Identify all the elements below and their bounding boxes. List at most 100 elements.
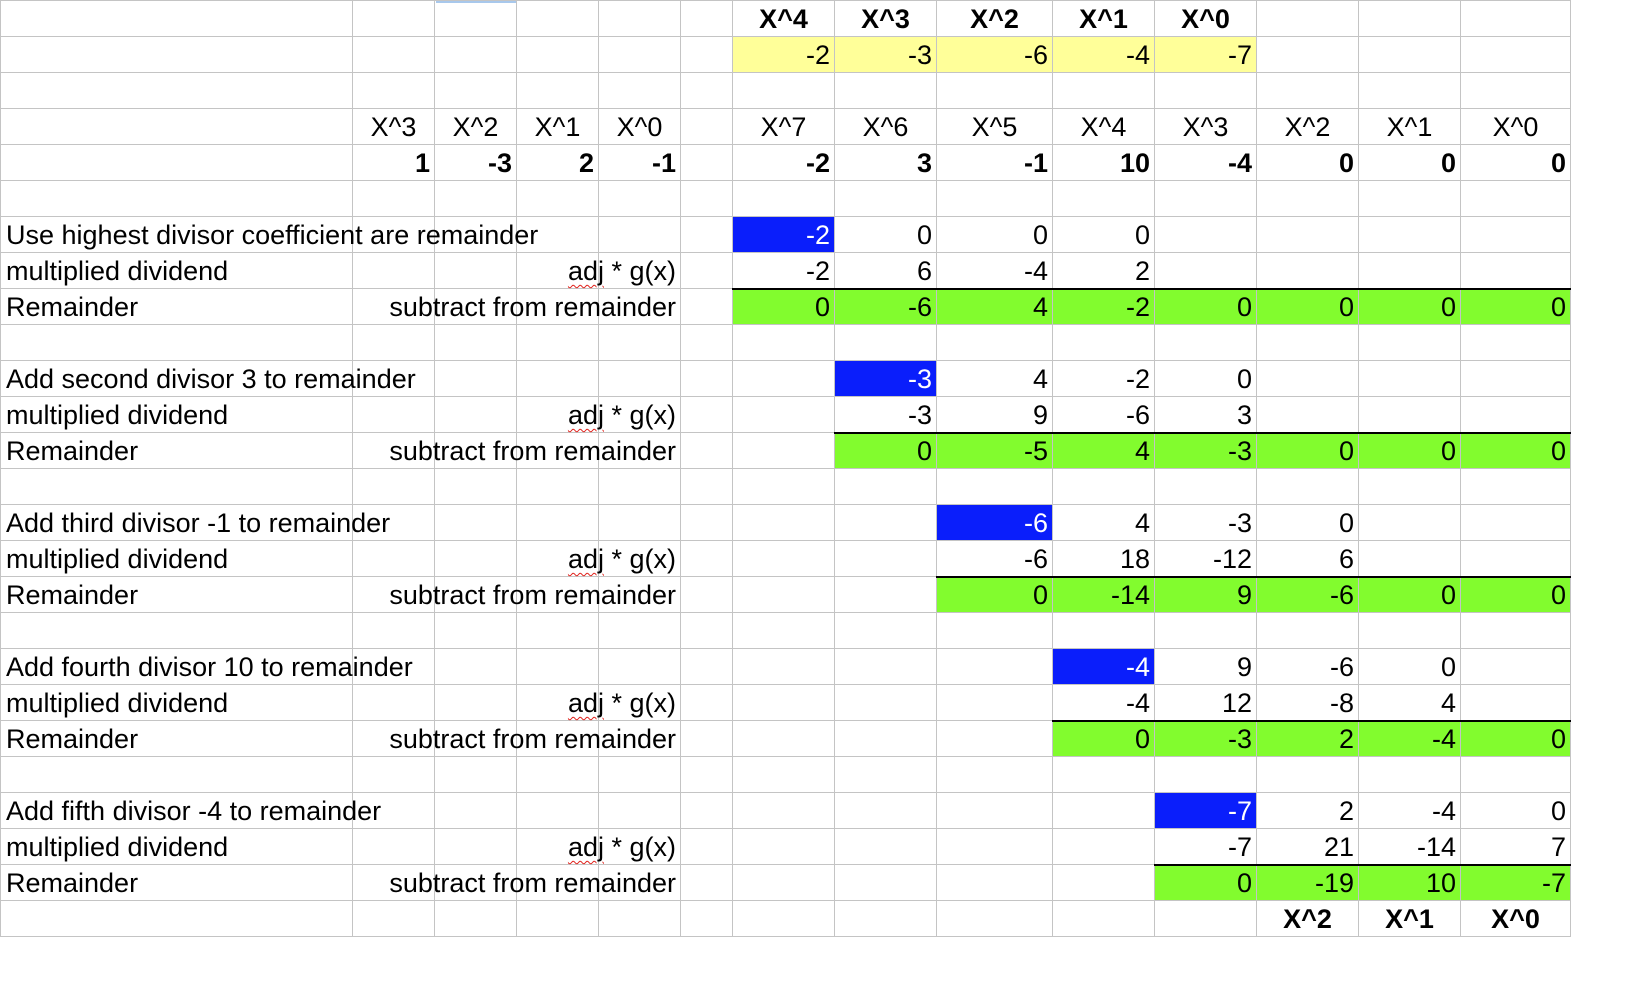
cell[interactable]: [434, 180, 517, 217]
adjusted-coefficient[interactable]: -2: [1052, 360, 1155, 397]
cell[interactable]: [1358, 396, 1461, 433]
product-coefficient[interactable]: 4: [1358, 684, 1461, 721]
remainder-coefficient[interactable]: -2: [1052, 287, 1155, 325]
result-header[interactable]: X^0: [1460, 900, 1571, 937]
remainder-coefficient[interactable]: -3: [1154, 431, 1257, 469]
cell[interactable]: [434, 432, 517, 469]
g-header[interactable]: X^0: [598, 108, 681, 145]
f-coefficient[interactable]: 0: [1460, 144, 1571, 181]
cell[interactable]: [1154, 180, 1257, 217]
leading-coefficient[interactable]: -2: [732, 216, 835, 253]
cell[interactable]: [434, 324, 517, 361]
cell[interactable]: [516, 756, 599, 793]
product-coefficient[interactable]: 6: [834, 252, 937, 289]
f-header[interactable]: X^7: [732, 108, 835, 145]
divisor-coefficient[interactable]: -7: [1154, 36, 1257, 73]
cell[interactable]: [1052, 180, 1155, 217]
adjusted-coefficient[interactable]: -3: [1154, 504, 1257, 541]
cell[interactable]: [1256, 360, 1359, 397]
cell[interactable]: [516, 612, 599, 649]
cell[interactable]: [936, 324, 1053, 361]
product-coefficient[interactable]: 6: [1256, 540, 1359, 577]
cell[interactable]: [1256, 180, 1359, 217]
cell[interactable]: [680, 684, 733, 721]
leading-coefficient[interactable]: -3: [834, 360, 937, 397]
adjusted-coefficient[interactable]: 0: [1154, 360, 1257, 397]
cell[interactable]: [0, 180, 353, 217]
cell[interactable]: [352, 864, 435, 901]
cell[interactable]: [598, 0, 681, 37]
divisor-header[interactable]: X^2: [936, 0, 1053, 37]
result-header[interactable]: X^2: [1256, 900, 1359, 937]
cell[interactable]: [434, 504, 517, 541]
product-coefficient[interactable]: -2: [732, 252, 835, 289]
cell[interactable]: [352, 72, 435, 109]
cell[interactable]: [434, 396, 517, 433]
cell[interactable]: [936, 864, 1053, 901]
cell[interactable]: [1358, 72, 1461, 109]
cell[interactable]: [936, 180, 1053, 217]
cell[interactable]: [598, 900, 681, 937]
cell[interactable]: [732, 360, 835, 397]
cell[interactable]: [936, 72, 1053, 109]
remainder-coefficient[interactable]: 0: [1460, 719, 1571, 757]
cell[interactable]: [352, 576, 435, 613]
cell[interactable]: [1460, 324, 1571, 361]
cell[interactable]: [680, 540, 733, 577]
product-coefficient[interactable]: 7: [1460, 828, 1571, 865]
cell[interactable]: [732, 900, 835, 937]
remainder-coefficient[interactable]: 9: [1154, 575, 1257, 613]
remainder-coefficient[interactable]: 0: [1358, 431, 1461, 469]
cell[interactable]: subtract from remainder: [389, 864, 681, 901]
cell[interactable]: [680, 504, 733, 541]
cell[interactable]: subtract from remainder: [389, 288, 681, 325]
g-header[interactable]: X^2: [434, 108, 517, 145]
cell[interactable]: [352, 396, 435, 433]
cell[interactable]: [1460, 648, 1571, 685]
cell[interactable]: [352, 828, 435, 865]
cell[interactable]: [732, 576, 835, 613]
result-header[interactable]: X^1: [1358, 900, 1461, 937]
cell[interactable]: [680, 288, 733, 325]
cell[interactable]: [1154, 900, 1257, 937]
cell[interactable]: Add fifth divisor -4 to remainder: [0, 792, 381, 829]
g-header[interactable]: X^1: [516, 108, 599, 145]
cell[interactable]: [834, 180, 937, 217]
cell[interactable]: [352, 684, 435, 721]
cell[interactable]: [434, 684, 517, 721]
cell[interactable]: [434, 360, 517, 397]
cell[interactable]: [352, 180, 435, 217]
cell[interactable]: [598, 360, 681, 397]
cell[interactable]: [516, 324, 599, 361]
f-coefficient[interactable]: 3: [834, 144, 937, 181]
cell[interactable]: [516, 36, 599, 73]
cell[interactable]: [516, 432, 599, 469]
f-header[interactable]: X^2: [1256, 108, 1359, 145]
cell[interactable]: [434, 36, 517, 73]
cell[interactable]: [516, 540, 599, 577]
cell[interactable]: multiplied dividend: [0, 684, 353, 721]
cell[interactable]: [680, 432, 733, 469]
cell[interactable]: [598, 36, 681, 73]
cell[interactable]: [516, 468, 599, 505]
remainder-coefficient[interactable]: 0: [1460, 575, 1571, 613]
cell[interactable]: [434, 540, 517, 577]
cell[interactable]: [732, 504, 835, 541]
cell[interactable]: [680, 792, 733, 829]
cell[interactable]: [516, 180, 599, 217]
cell[interactable]: [434, 648, 517, 685]
cell[interactable]: [936, 828, 1053, 865]
cell[interactable]: [1154, 324, 1257, 361]
cell[interactable]: [680, 144, 733, 181]
cell[interactable]: [598, 468, 681, 505]
cell[interactable]: [834, 540, 937, 577]
adjusted-coefficient[interactable]: 2: [1256, 792, 1359, 829]
f-header[interactable]: X^0: [1460, 108, 1571, 145]
cell[interactable]: [1358, 756, 1461, 793]
divisor-coefficient[interactable]: -3: [834, 36, 937, 73]
cell[interactable]: [834, 900, 937, 937]
cell[interactable]: [352, 252, 435, 289]
cell[interactable]: [1256, 36, 1359, 73]
remainder-coefficient[interactable]: 4: [936, 287, 1053, 325]
cell[interactable]: [598, 72, 681, 109]
